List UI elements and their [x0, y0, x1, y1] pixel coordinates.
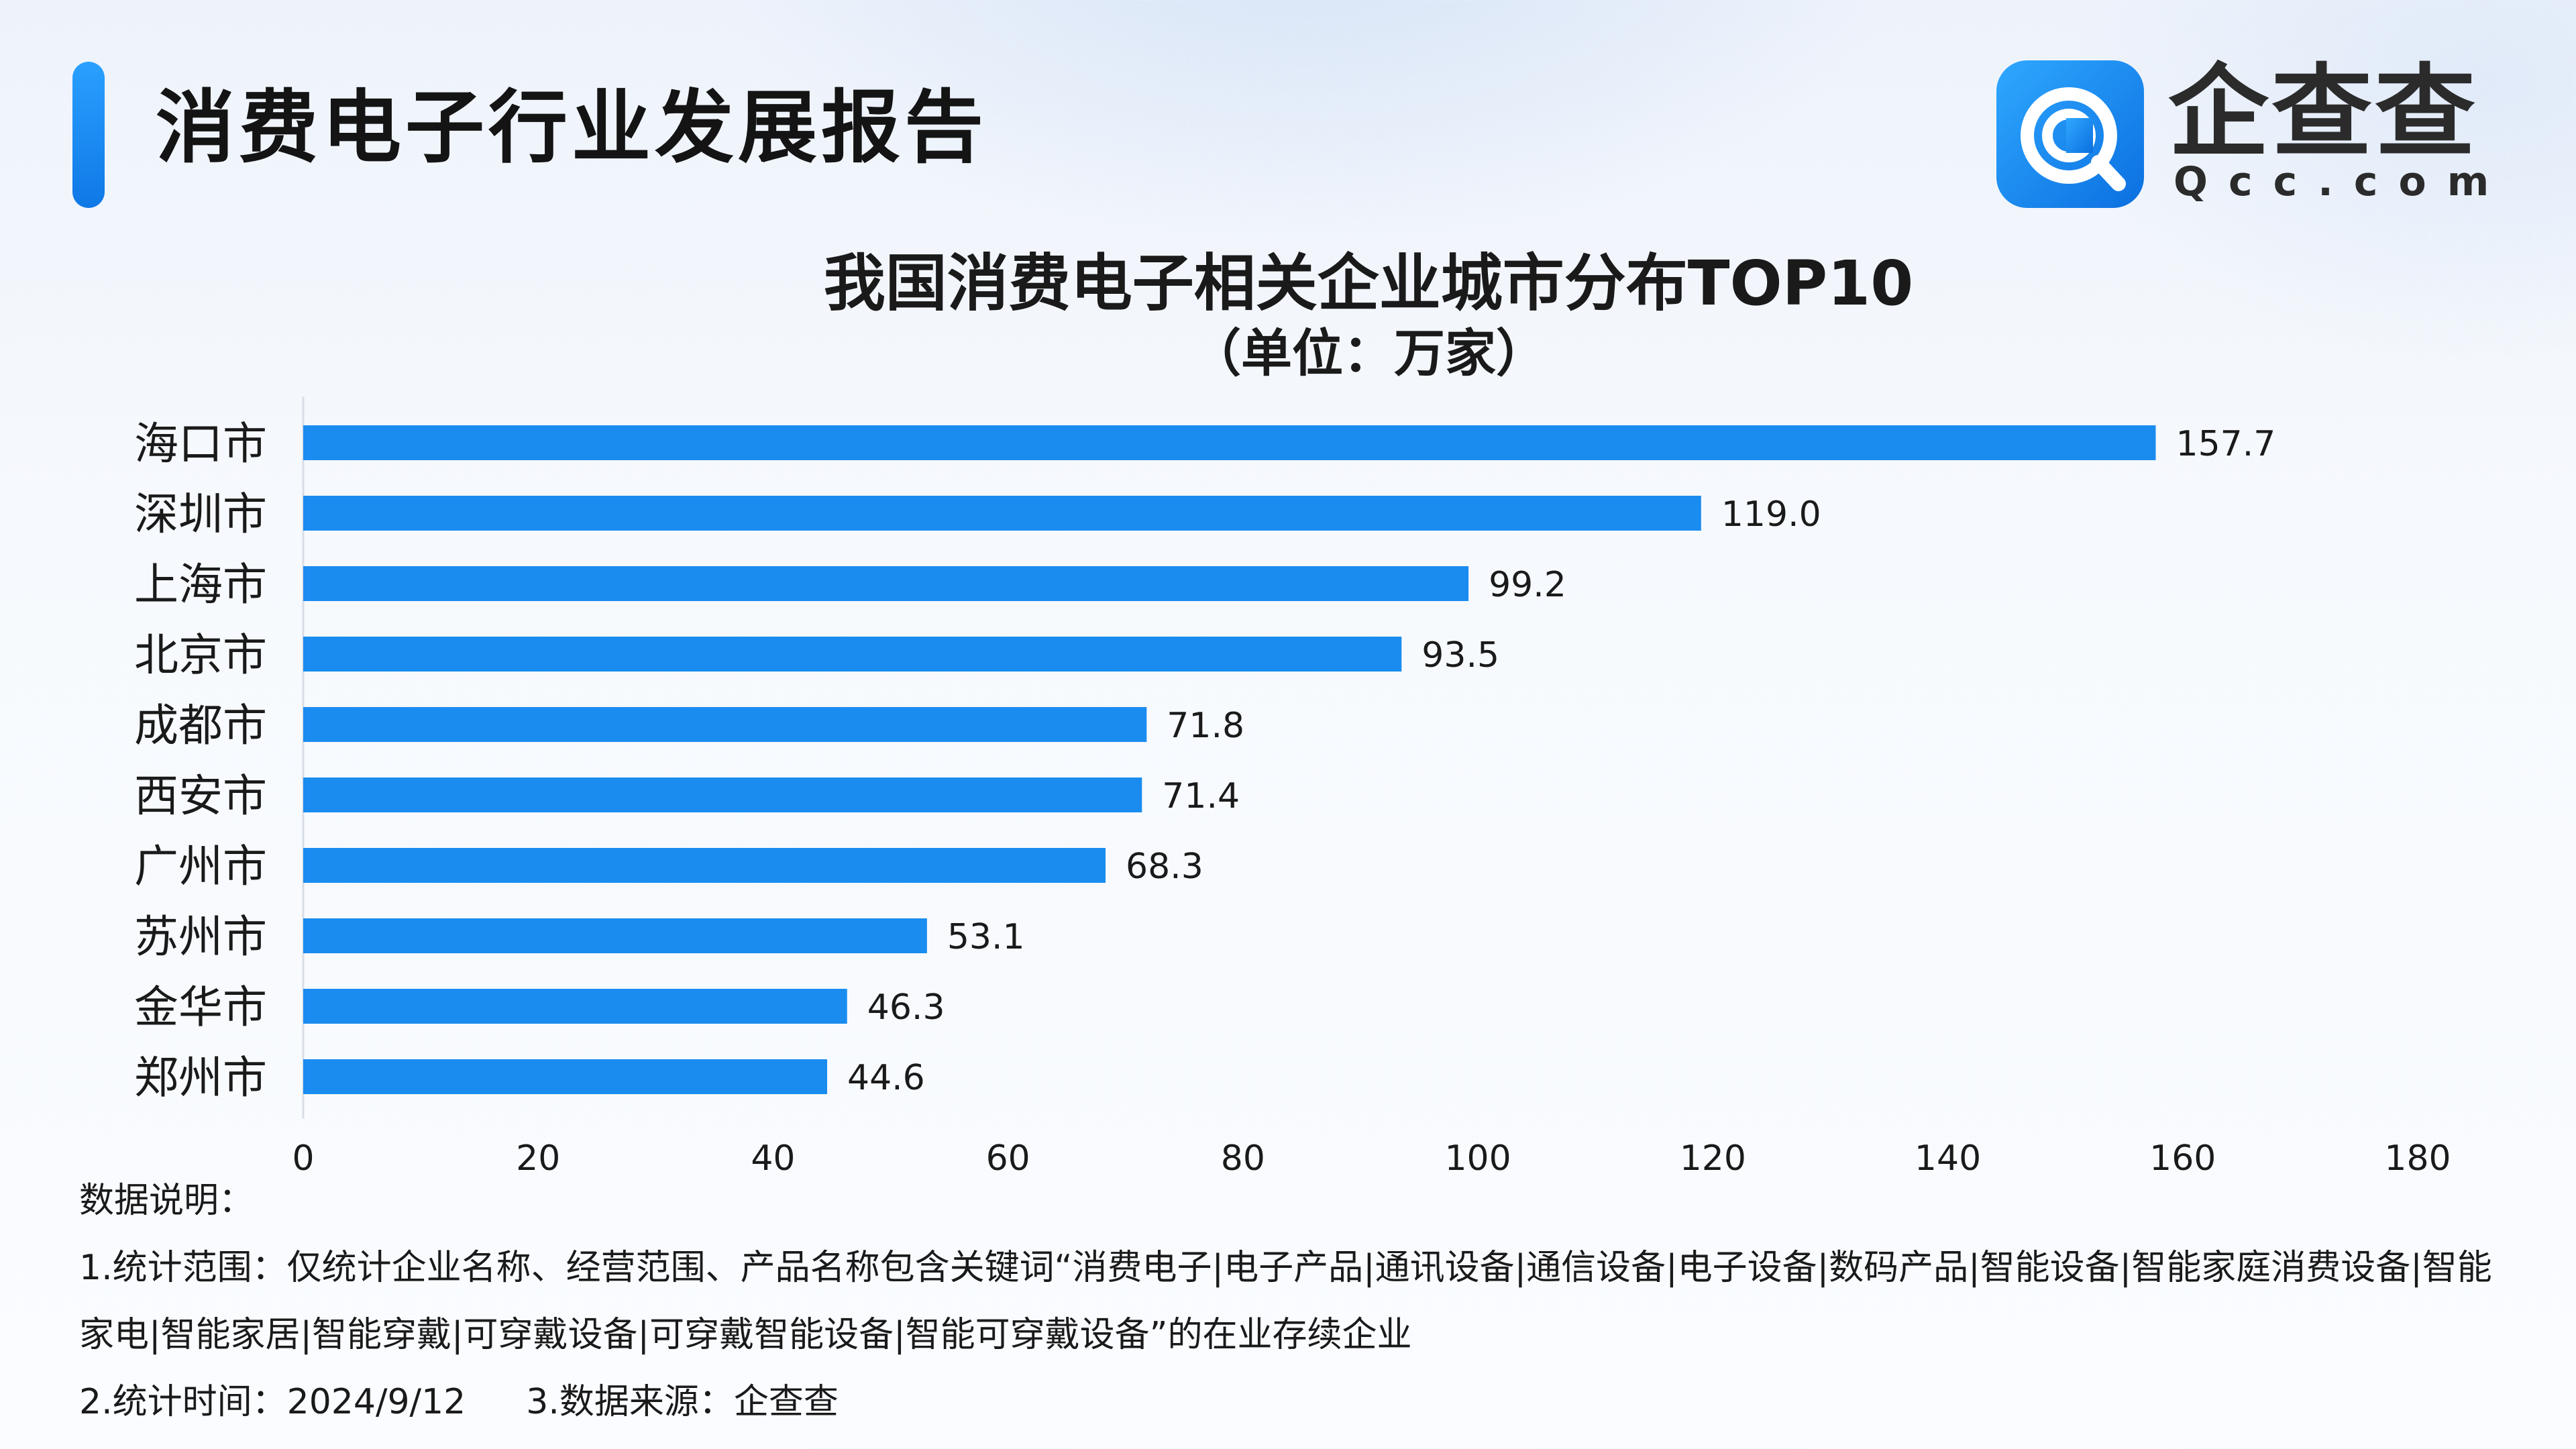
bar-9	[303, 989, 847, 1024]
category-label: 深圳市	[134, 488, 267, 540]
category-label: 上海市	[134, 559, 267, 610]
chart-title: 我国消费电子相关企业城市分布TOP10	[823, 248, 1914, 319]
x-tick-label: 20	[516, 1138, 560, 1179]
notes-time: 2.统计时间：2024/9/12	[79, 1382, 466, 1422]
x-tick-label: 100	[1444, 1138, 1511, 1179]
qcc-logo-glyph	[2021, 87, 2126, 191]
bar-8	[303, 918, 927, 953]
x-tick-label: 40	[751, 1138, 795, 1179]
category-label: 金华市	[134, 981, 267, 1033]
bar-10	[303, 1059, 827, 1094]
category-label: 广州市	[134, 841, 267, 892]
category-label: 北京市	[134, 629, 267, 681]
x-tick-label: 120	[1680, 1138, 1746, 1179]
x-tick-label: 140	[1915, 1138, 1981, 1179]
notes-heading: 数据说明：	[79, 1181, 254, 1221]
bar-5	[303, 707, 1147, 742]
value-label: 68.3	[1126, 847, 1203, 887]
category-label: 成都市	[134, 700, 267, 751]
value-label: 119.0	[1721, 494, 1821, 535]
data-notes: 数据说明： 1.统计范围：仅统计企业名称、经营范围、产品名称包含关键词“消费电子…	[79, 1167, 2521, 1436]
bar-1	[303, 425, 2156, 460]
x-tick-label: 180	[2384, 1138, 2451, 1179]
notes-time-source: 2.统计时间：2024/9/12 3.数据来源：企查查	[79, 1368, 2521, 1436]
x-tick-label: 0	[292, 1138, 314, 1179]
value-label: 46.3	[867, 987, 945, 1028]
value-label: 99.2	[1489, 565, 1566, 605]
x-tick-label: 160	[2149, 1138, 2216, 1179]
chart-subtitle: （单位：万家）	[1190, 323, 1547, 383]
bar-2	[303, 496, 1701, 531]
bar-4	[303, 637, 1402, 672]
x-tick-label: 60	[986, 1138, 1030, 1179]
logo-name: 企查查	[2168, 54, 2479, 171]
notes-scope: 1.统计范围：仅统计企业名称、经营范围、产品名称包含关键词“消费电子|电子产品|…	[79, 1248, 2492, 1355]
value-label: 44.6	[847, 1058, 925, 1098]
logo-domain: Qcc.com	[2174, 158, 2510, 205]
qcc-logo-icon	[1996, 60, 2144, 208]
x-tick-label: 80	[1221, 1138, 1265, 1179]
value-label: 53.1	[947, 917, 1025, 957]
value-label: 71.4	[1162, 776, 1240, 816]
category-label: 苏州市	[134, 911, 267, 963]
bar-7	[303, 848, 1106, 883]
title-accent-bar	[72, 62, 105, 208]
value-label: 71.8	[1167, 706, 1244, 746]
bar-3	[303, 566, 1469, 601]
report-title: 消费电子行业发展报告	[156, 81, 988, 174]
value-label: 157.7	[2176, 424, 2276, 464]
notes-source: 3.数据来源：企查查	[526, 1382, 839, 1422]
category-label: 西安市	[134, 770, 267, 822]
bar-6	[303, 777, 1142, 812]
category-label: 郑州市	[134, 1052, 267, 1104]
category-label: 海口市	[134, 418, 267, 470]
value-label: 93.5	[1421, 635, 1499, 676]
